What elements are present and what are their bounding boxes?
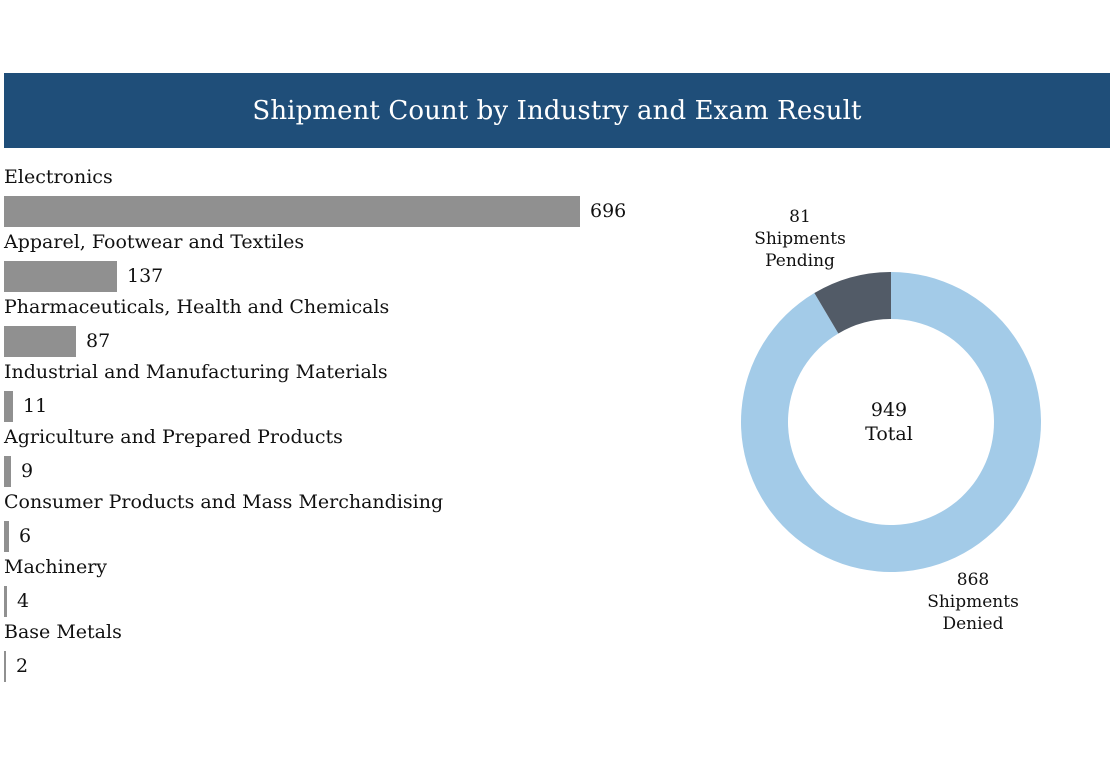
bar [4, 521, 9, 552]
bar [4, 196, 580, 227]
slice-pending [814, 272, 891, 334]
bar-value-label: 2 [16, 655, 29, 677]
bar-value-label: 137 [127, 265, 164, 287]
slice-label: 81 Shipments Pending [754, 207, 846, 271]
bar [4, 261, 117, 292]
bar [4, 326, 76, 357]
category-label: Machinery [4, 556, 108, 578]
donut-center-total: 949 Total [865, 399, 913, 445]
bar-value-label: 87 [86, 330, 111, 352]
slice-denied [741, 272, 1041, 572]
industry-bar-chart: Electronics 696 Apparel, Footwear and Text… [0, 160, 700, 700]
category-label: Industrial and Manufacturing Materials [4, 361, 388, 383]
chart-title-bar: Shipment Count by Industry and Exam Resu… [4, 73, 1110, 148]
category-label: Electronics [4, 166, 113, 188]
slice-label: 868 Shipments Denied [927, 570, 1019, 634]
bar [4, 651, 6, 682]
exam-result-donut-chart: 868 Shipments Denied 81 Shipments Pending 949 T… [741, 207, 1041, 634]
bar [4, 586, 7, 617]
category-label: Base Metals [4, 621, 122, 643]
bar-value-label: 696 [590, 200, 627, 222]
bar-value-label: 9 [21, 460, 34, 482]
category-label: Agriculture and Prepared Products [4, 426, 343, 448]
category-label: Consumer Products and Mass Merchandising [4, 491, 444, 513]
bar-value-label: 6 [19, 525, 32, 547]
bar-value-label: 11 [23, 395, 48, 417]
bar [4, 391, 13, 422]
bar [4, 456, 11, 487]
bar-value-label: 4 [17, 590, 30, 612]
category-label: Pharmaceuticals, Health and Chemicals [4, 296, 390, 318]
category-label: Apparel, Footwear and Textiles [4, 231, 305, 253]
chart-title: Shipment Count by Industry and Exam Resu… [252, 95, 862, 126]
